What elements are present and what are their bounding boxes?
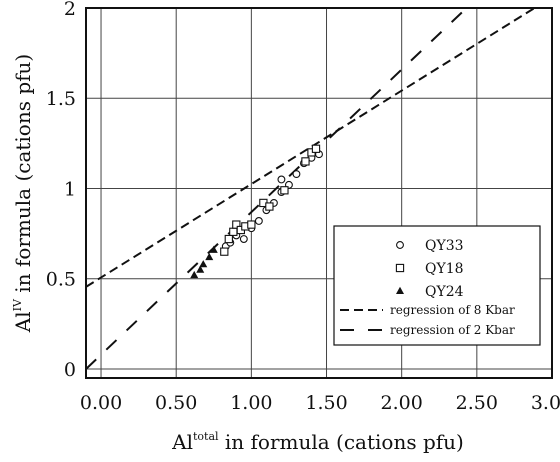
data-point bbox=[229, 227, 238, 236]
legend-label: QY24 bbox=[425, 284, 464, 300]
legend-items: QY33 QY18 QY24 regression of 8 Kbar regressi… bbox=[340, 238, 515, 337]
legend-label: QY33 bbox=[425, 238, 464, 254]
y-tick-label: 2 bbox=[64, 0, 76, 20]
y-axis-title: AlIV in formula (cations pfu) bbox=[11, 54, 35, 333]
regression-line bbox=[86, 8, 537, 288]
data-point bbox=[247, 220, 256, 229]
x-axis-title: Altotal in formula (cations pfu) bbox=[171, 430, 464, 454]
x-tick-label: 1.50 bbox=[305, 392, 347, 414]
data-point bbox=[311, 144, 321, 153]
data-point bbox=[205, 252, 214, 261]
x-axis-title-main: Al bbox=[171, 430, 193, 454]
y-tick-label: 1 bbox=[64, 178, 76, 200]
x-tick-label: 2.00 bbox=[381, 392, 423, 414]
tick-labels: 0.00 0.50 1.00 1.50 2.00 2.50 3.00 0 0.5 1 1.5 2 bbox=[46, 0, 560, 414]
y-tick-label: 0.5 bbox=[46, 269, 76, 291]
x-axis-title-rest: in formula (cations pfu) bbox=[219, 430, 464, 454]
y-tick-label: 1.5 bbox=[46, 88, 76, 110]
data-point bbox=[196, 265, 205, 273]
y-axis-title-sup: IV bbox=[11, 298, 24, 311]
y-tick-label: 0 bbox=[64, 359, 76, 381]
regression-lines bbox=[86, 8, 537, 370]
legend-marker bbox=[396, 286, 404, 294]
data-point bbox=[190, 270, 199, 279]
data-point bbox=[254, 217, 263, 225]
data-point bbox=[232, 220, 241, 229]
y-axis-title-rest: in formula (cations pfu) bbox=[11, 54, 35, 299]
x-tick-label: 2.50 bbox=[456, 392, 498, 414]
x-tick-label: 0.00 bbox=[80, 392, 122, 414]
data-point bbox=[301, 157, 310, 166]
legend-label: regression of 2 Kbar bbox=[390, 323, 515, 337]
plot-frame bbox=[85, 7, 553, 379]
data-point bbox=[280, 186, 289, 195]
data-point bbox=[209, 245, 218, 253]
regression-line bbox=[86, 8, 468, 370]
data-point bbox=[265, 202, 274, 211]
x-tick-label: 0.50 bbox=[155, 392, 197, 414]
data-point bbox=[239, 235, 248, 243]
data-point bbox=[220, 247, 229, 256]
legend-label: regression of 8 Kbar bbox=[390, 303, 515, 317]
data-points bbox=[190, 144, 323, 279]
x-tick-label: 1.00 bbox=[230, 392, 272, 414]
legend-marker bbox=[396, 241, 404, 249]
legend-label: QY18 bbox=[425, 261, 464, 277]
legend: QY33 QY18 QY24 regression of 8 Kbar regressi… bbox=[333, 225, 541, 346]
data-point bbox=[199, 260, 208, 268]
x-tick-label: 3.00 bbox=[531, 392, 560, 414]
legend-marker bbox=[395, 263, 405, 273]
legend-box bbox=[333, 225, 541, 346]
y-axis-title-main: Al bbox=[11, 311, 35, 333]
x-axis-title-sup: total bbox=[193, 430, 219, 443]
data-point bbox=[277, 175, 286, 184]
data-point bbox=[224, 234, 233, 244]
data-point bbox=[292, 170, 301, 178]
